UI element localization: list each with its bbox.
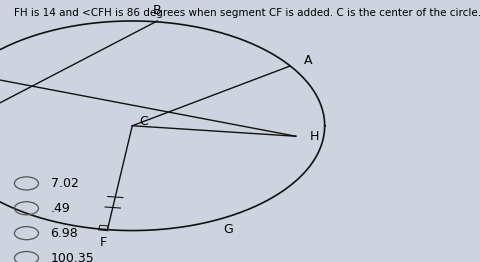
Text: F: F (100, 236, 107, 249)
Text: H: H (309, 130, 318, 143)
Text: 6.98: 6.98 (50, 227, 78, 240)
Text: FH is 14 and <CFH is 86 degrees when segment CF is added. C is the center of the: FH is 14 and <CFH is 86 degrees when seg… (14, 8, 480, 18)
Text: B: B (153, 3, 161, 17)
Text: 7.02: 7.02 (50, 177, 78, 190)
Text: C: C (139, 115, 147, 128)
Text: .49: .49 (50, 202, 70, 215)
Text: G: G (223, 223, 232, 237)
Text: A: A (303, 53, 312, 67)
Text: 100.35: 100.35 (50, 252, 94, 262)
